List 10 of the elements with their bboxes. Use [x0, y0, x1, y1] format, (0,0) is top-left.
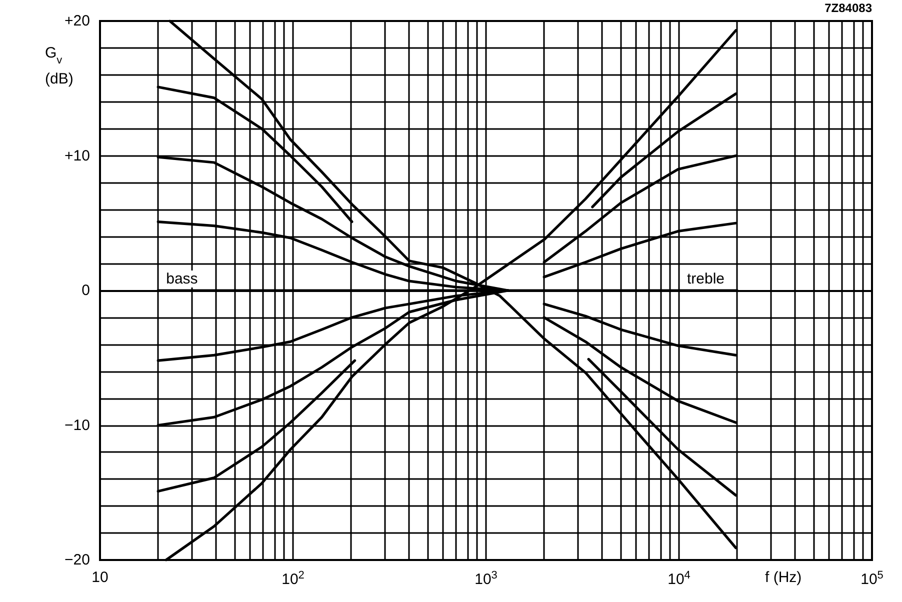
- x-tick-label: 10: [92, 569, 108, 586]
- text: 7Z84083: [824, 1, 872, 15]
- y-tick-label: +10: [64, 147, 90, 164]
- x-axis-title: f (Hz): [765, 569, 802, 586]
- y-tick-label: +20: [64, 12, 90, 30]
- y-tick-label: −20: [64, 552, 90, 568]
- y-tick-label: 0: [82, 282, 90, 299]
- annotation: bass: [166, 270, 198, 288]
- y-tick-label: −10: [64, 416, 90, 434]
- annotation: treble: [687, 270, 725, 288]
